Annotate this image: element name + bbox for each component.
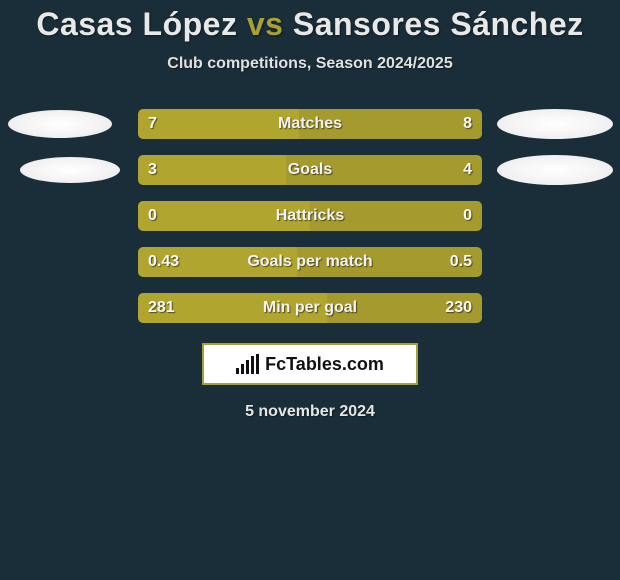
comparison-rows: 78Matches34Goals00Hattricks0.430.5Goals … — [0, 101, 620, 331]
stat-bar: 281230Min per goal — [138, 293, 482, 323]
player1-avatar — [8, 110, 112, 138]
stat-bar: 78Matches — [138, 109, 482, 139]
subtitle: Club competitions, Season 2024/2025 — [0, 55, 620, 73]
source-logo[interactable]: FcTables.com — [202, 343, 418, 385]
player1-avatar — [20, 157, 120, 183]
title-player2: Sansores Sánchez — [293, 6, 584, 42]
stat-value-right: 0.5 — [450, 253, 472, 271]
date-label: 5 november 2024 — [0, 403, 620, 421]
stat-value-left: 3 — [148, 161, 157, 179]
comparison-row: 34Goals — [0, 147, 620, 193]
bar-segment-right — [310, 201, 482, 231]
comparison-card: Casas López vs Sansores Sánchez Club com… — [0, 0, 620, 580]
stat-value-left: 7 — [148, 115, 157, 133]
stat-bar: 0.430.5Goals per match — [138, 247, 482, 277]
bar-segment-right — [299, 109, 482, 139]
stat-value-right: 230 — [445, 299, 472, 317]
title-vs: vs — [247, 6, 284, 42]
bar-segment-left — [138, 201, 310, 231]
bar-chart-icon — [236, 354, 259, 374]
comparison-row: 281230Min per goal — [0, 285, 620, 331]
stat-bar: 34Goals — [138, 155, 482, 185]
comparison-row: 00Hattricks — [0, 193, 620, 239]
stat-bar: 00Hattricks — [138, 201, 482, 231]
title-player1: Casas López — [36, 6, 237, 42]
stat-value-right: 8 — [463, 115, 472, 133]
bar-segment-right — [286, 155, 482, 185]
stat-value-right: 0 — [463, 207, 472, 225]
comparison-row: 0.430.5Goals per match — [0, 239, 620, 285]
player2-avatar — [497, 109, 613, 139]
stat-value-left: 0 — [148, 207, 157, 225]
logo-text: FcTables.com — [265, 354, 384, 375]
stat-value-left: 0.43 — [148, 253, 179, 271]
comparison-row: 78Matches — [0, 101, 620, 147]
stat-value-left: 281 — [148, 299, 175, 317]
stat-value-right: 4 — [463, 161, 472, 179]
bar-segment-left — [138, 109, 299, 139]
page-title: Casas López vs Sansores Sánchez — [0, 0, 620, 43]
player2-avatar — [497, 155, 613, 185]
bar-segment-left — [138, 155, 286, 185]
